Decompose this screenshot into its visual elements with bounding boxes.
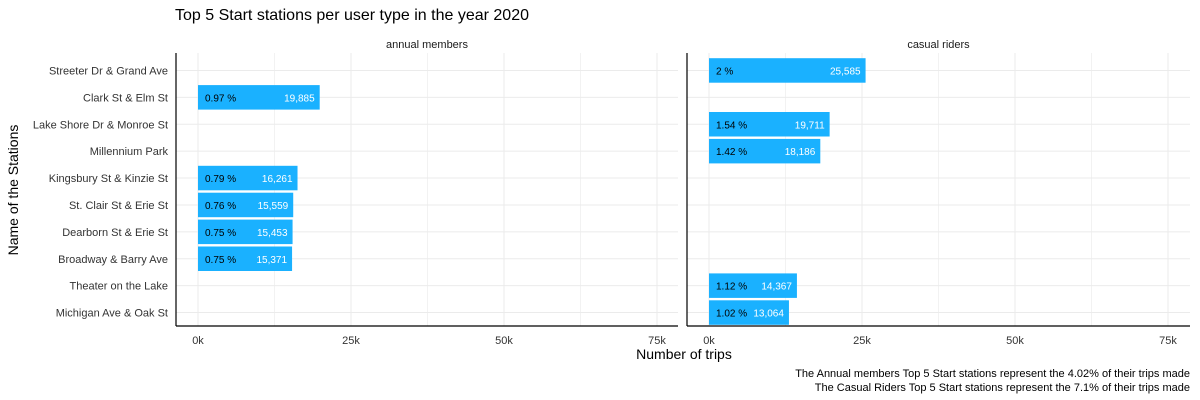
caption-annual: The Annual members Top 5 Start stations … [795,368,1190,380]
bar-annual-members-dearborn-st-erie-st [198,219,293,245]
bar-value-label: 19,711 [795,120,825,131]
bar-pct-label: 0.79 % [205,174,236,185]
bar-pct-label: 0.75 % [205,228,236,239]
caption-casual: The Casual Riders Top 5 Start stations r… [815,382,1190,394]
bar-casual-riders-michigan-ave-oak-st [709,300,789,325]
x-tick-label: 0k [703,335,715,347]
bar-value-label: 25,585 [830,66,861,77]
bar-value-label: 16,261 [262,174,293,185]
bar-value-label: 19,885 [284,93,315,104]
bar-value-label: 13,064 [753,309,784,320]
facet-label-casual-riders: casual riders [907,39,970,51]
panel-annual-members: annual members 0k 25k 50k 75k 0.97 % 19,885 0.7… [175,39,678,347]
facet-label-annual-members: annual members [386,39,468,51]
panels: annual members 0k 25k 50k 75k 0.97 % 19,885 0.7… [175,39,1190,347]
category-label-millennium-park: Millennium Park [90,146,169,158]
x-tick-label: 50k [495,335,513,347]
x-axis-title: Number of trips [636,346,732,362]
x-tick-label: 25k [342,335,360,347]
bar-value-label: 15,371 [256,255,287,266]
chart-title: Top 5 Start stations per user type in th… [175,7,529,24]
category-label-st-clair-st-erie-st: St. Clair St & Erie St [69,200,168,212]
bar-annual-members-broadway-barry-ave [198,246,293,271]
bar-annual-members-clark-st-elm-st [198,85,320,110]
bar-annual-members-kingsbury-st-kinzie-st [198,165,298,191]
category-label-lake-shore-dr-monroe-st: Lake Shore Dr & Monroe St [33,119,168,131]
bar-casual-riders-streeter-dr-grand-ave [709,58,866,83]
x-tick-label: 0k [192,335,204,347]
bar-pct-label: 0.75 % [205,255,236,266]
bar-annual-members-st-clair-st-erie-st [198,192,294,218]
y-axis-title: Name of the Stations [5,125,21,256]
category-label-streeter-dr-grand-ave: Streeter Dr & Grand Ave [49,65,168,77]
bar-pct-label: 1.54 % [716,120,747,131]
bar-casual-riders-lake-shore-dr-monroe-st [709,112,830,137]
bar-casual-riders-theater-on-the-lake [709,273,797,298]
category-label-kingsbury-st-kinzie-st: Kingsbury St & Kinzie St [49,173,168,185]
bar-value-label: 18,186 [785,147,816,158]
x-tick-label: 75k [648,335,666,347]
category-label-broadway-barry-ave: Broadway & Barry Ave [58,254,168,266]
bar-value-label: 14,367 [761,282,792,293]
bar-pct-label: 1.12 % [716,282,747,293]
category-label-dearborn-st-erie-st: Dearborn St & Erie St [62,227,168,239]
bar-value-label: 15,453 [257,228,288,239]
category-labels: Streeter Dr & Grand Ave Clark St & Elm St… [33,65,169,319]
bar-pct-label: 0.76 % [205,201,236,212]
bar-pct-label: 1.02 % [716,309,747,320]
category-label-clark-st-elm-st: Clark St & Elm St [83,92,168,104]
category-label-theater-on-the-lake: Theater on the Lake [70,281,168,293]
bar-pct-label: 0.97 % [205,93,236,104]
x-tick-label: 25k [853,335,871,347]
x-tick-label: 75k [1159,335,1177,347]
x-tick-label: 50k [1006,335,1024,347]
bar-pct-label: 1.42 % [716,147,747,158]
bar-casual-riders-millennium-park [709,138,821,164]
category-label-michigan-ave-oak-st: Michigan Ave & Oak St [56,308,168,320]
bar-value-label: 15,559 [258,201,289,212]
panel-casual-riders: casual riders 0k 25k 50k 75k 2 % 25,585 1.54 % 1… [686,39,1190,347]
bar-pct-label: 2 % [716,66,733,77]
